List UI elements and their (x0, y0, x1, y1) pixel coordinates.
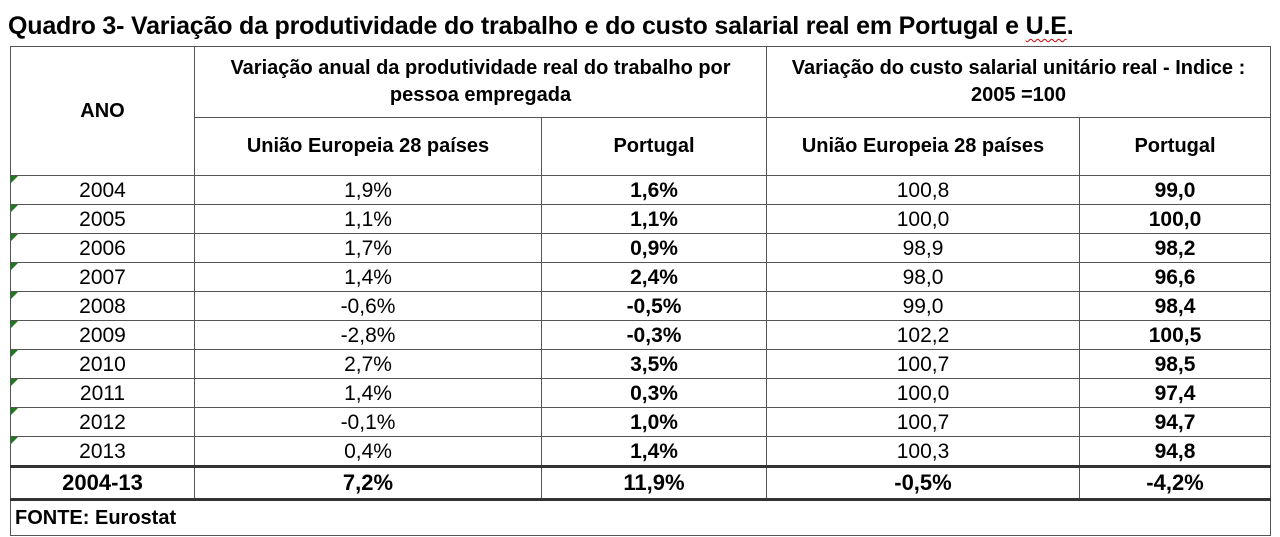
header-pt-cost: Portugal (1078, 117, 1272, 176)
cell-pt-cost: 100,5 (1078, 320, 1272, 350)
table-row: 2004 1,9% 1,6% 100,8 99,0 (10, 175, 1272, 205)
table-row: 2010 2,7% 3,5% 100,7 98,5 (10, 349, 1272, 379)
cell-pt-productivity: 3,5% (541, 349, 767, 379)
cell-ano: 2009 (10, 320, 195, 350)
cell-ano: 2012 (10, 407, 195, 437)
cell-pt-cost: 98,5 (1078, 349, 1272, 379)
cell-pt-productivity: -0,3% (541, 320, 767, 350)
cell-pt-productivity: 0,9% (541, 233, 767, 263)
table-title: Quadro 3- Variação da produtividade do t… (8, 12, 1074, 41)
cell-ano: 2006 (10, 233, 195, 263)
table-row: 2005 1,1% 1,1% 100,0 100,0 (10, 204, 1272, 234)
table-row: 2008 -0,6% -0,5% 99,0 98,4 (10, 291, 1272, 321)
cell-eu-productivity: 1,7% (194, 233, 542, 263)
cell-eu-cost: 100,3 (766, 436, 1080, 467)
cell-ano: 2008 (10, 291, 195, 321)
header-cost: Variação do custo salarial unitário real… (765, 46, 1272, 118)
header-eu-cost: União Europeia 28 países (766, 117, 1080, 176)
productivity-table: ANO Variação anual da produtividade real… (9, 46, 1272, 536)
cell-eu-productivity: 0,4% (194, 436, 542, 467)
cell-eu-cost: 100,7 (766, 407, 1080, 437)
cell-eu-productivity: -0,1% (194, 407, 542, 437)
cell-eu-cost: 98,0 (766, 262, 1080, 292)
header-eu-productivity: União Europeia 28 países (194, 117, 542, 176)
total-pt-productivity: 11,9% (541, 465, 767, 501)
cell-ano: 2005 (10, 204, 195, 234)
total-ano: 2004-13 (10, 465, 195, 501)
total-pt-cost: -4,2% (1078, 465, 1272, 501)
title-prefix: Quadro 3- Variação da produtividade do t… (8, 12, 1026, 40)
cell-ano: 2004 (10, 175, 195, 205)
cell-pt-cost: 98,2 (1078, 233, 1272, 263)
table-row: 2011 1,4% 0,3% 100,0 97,4 (10, 378, 1272, 408)
table-row: 2007 1,4% 2,4% 98,0 96,6 (10, 262, 1272, 292)
header-pt-productivity: Portugal (541, 117, 767, 176)
cell-pt-productivity: 1,4% (541, 436, 767, 467)
cell-pt-cost: 99,0 (1078, 175, 1272, 205)
table-row: 2012 -0,1% 1,0% 100,7 94,7 (10, 407, 1272, 437)
cell-pt-cost: 100,0 (1078, 204, 1272, 234)
cell-eu-productivity: -2,8% (194, 320, 542, 350)
cell-ano: 2013 (10, 436, 195, 467)
table-row: 2009 -2,8% -0,3% 102,2 100,5 (10, 320, 1272, 350)
total-row: 2004-13 7,2% 11,9% -0,5% -4,2% (10, 465, 1272, 501)
cell-pt-productivity: 2,4% (541, 262, 767, 292)
title-end: . (1066, 12, 1074, 40)
cell-ano: 2007 (10, 262, 195, 292)
cell-eu-cost: 98,9 (766, 233, 1080, 263)
cell-eu-cost: 99,0 (766, 291, 1080, 321)
header-ano: ANO (10, 46, 195, 176)
cell-eu-cost: 100,7 (766, 349, 1080, 379)
cell-pt-productivity: 1,1% (541, 204, 767, 234)
cell-pt-productivity: 1,6% (541, 175, 767, 205)
table-body: 2004 1,9% 1,6% 100,8 99,0 2005 1,1% 1,1% 100,0 10… (10, 175, 1272, 467)
source-note: FONTE: Eurostat (9, 499, 1272, 536)
cell-pt-productivity: 0,3% (541, 378, 767, 408)
cell-eu-productivity: 2,7% (194, 349, 542, 379)
cell-pt-productivity: -0,5% (541, 291, 767, 321)
cell-eu-cost: 100,0 (766, 204, 1080, 234)
cell-pt-cost: 97,4 (1078, 378, 1272, 408)
title-ue: U.E (1025, 12, 1067, 40)
cell-eu-cost: 102,2 (766, 320, 1080, 350)
table-row: 2006 1,7% 0,9% 98,9 98,2 (10, 233, 1272, 263)
table-row: 2013 0,4% 1,4% 100,3 94,8 (10, 436, 1272, 467)
cell-eu-productivity: 1,4% (194, 262, 542, 292)
cell-pt-cost: 94,7 (1078, 407, 1272, 437)
cell-eu-productivity: 1,9% (194, 175, 542, 205)
cell-eu-productivity: 1,4% (194, 378, 542, 408)
cell-pt-cost: 94,8 (1078, 436, 1272, 467)
total-eu-cost: -0,5% (766, 465, 1080, 501)
cell-ano: 2011 (10, 378, 195, 408)
cell-eu-cost: 100,0 (766, 378, 1080, 408)
cell-eu-productivity: 1,1% (194, 204, 542, 234)
cell-eu-productivity: -0,6% (194, 291, 542, 321)
total-eu-productivity: 7,2% (194, 465, 542, 501)
cell-pt-cost: 96,6 (1078, 262, 1272, 292)
cell-ano: 2010 (10, 349, 195, 379)
header-productivity: Variação anual da produtividade real do … (194, 46, 767, 118)
cell-pt-productivity: 1,0% (541, 407, 767, 437)
cell-pt-cost: 98,4 (1078, 291, 1272, 321)
cell-eu-cost: 100,8 (766, 175, 1080, 205)
